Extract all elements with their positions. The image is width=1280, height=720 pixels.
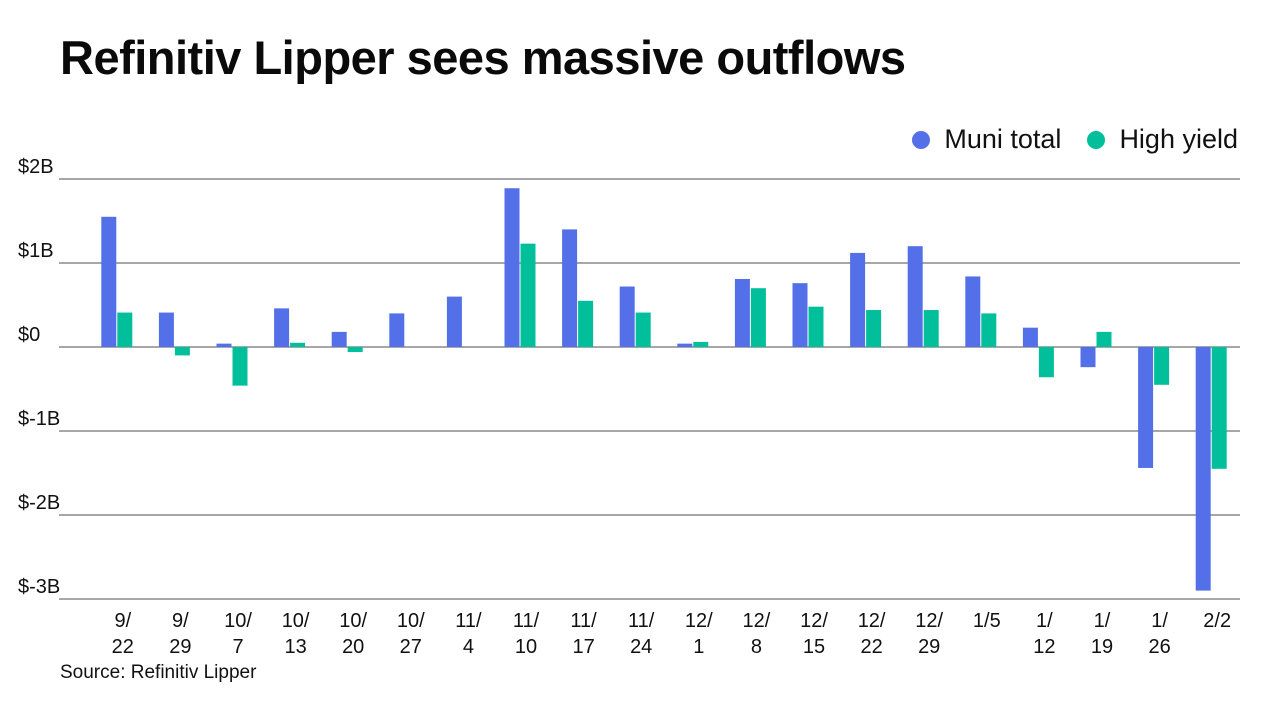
x-tick-label: 12/22 — [858, 610, 886, 658]
x-tick-label: 9/22 — [112, 610, 134, 658]
x-tick-label: 1/26 — [1148, 610, 1170, 658]
bar-high-yield — [117, 312, 133, 347]
x-tick-label: 11/17 — [570, 610, 597, 658]
x-tick-label: 12/8 — [742, 610, 770, 658]
bar-high-yield — [290, 342, 306, 347]
bar-high-yield — [520, 243, 536, 347]
x-tick-label: 2/2 — [1203, 610, 1231, 632]
legend-item-muni-total: Muni total — [912, 124, 1061, 155]
bar-muni-total — [331, 331, 347, 347]
bar-muni-total — [734, 278, 750, 347]
bar-high-yield — [750, 288, 766, 347]
y-tick-label: $-3B — [18, 576, 60, 598]
x-tick-label: 10/7 — [224, 610, 252, 658]
bar-high-yield — [1154, 347, 1170, 385]
bar-high-yield — [635, 312, 651, 347]
x-tick-label: 10/20 — [339, 610, 367, 658]
y-tick-label: $2B — [18, 156, 54, 178]
bar-muni-total — [389, 313, 405, 347]
bar-high-yield — [1211, 347, 1227, 469]
gridlines — [59, 178, 1240, 600]
x-tick-label: 1/19 — [1091, 610, 1113, 658]
bar-muni-total — [677, 343, 693, 347]
bar-high-yield — [693, 341, 709, 347]
y-axis: $2B $1B $0 $-1B $-2B $-3B — [18, 156, 60, 598]
bar-muni-total — [907, 246, 923, 347]
bar-high-yield — [578, 300, 594, 347]
bar-high-yield — [808, 306, 824, 347]
x-tick-label: 9/29 — [169, 610, 191, 658]
bar-muni-total — [504, 188, 520, 347]
bars — [101, 188, 1227, 591]
bar-muni-total — [965, 276, 981, 347]
x-tick-label: 10/13 — [282, 610, 310, 658]
bar-high-yield — [1038, 347, 1054, 378]
legend-swatch-high-yield — [1087, 130, 1106, 149]
bar-muni-total — [1138, 347, 1154, 468]
x-tick-label: 11/10 — [513, 610, 540, 658]
bar-high-yield — [923, 310, 939, 347]
y-tick-label: $-1B — [18, 408, 60, 430]
legend-label-muni-total: Muni total — [944, 124, 1062, 154]
x-tick-label: 11/24 — [628, 610, 655, 658]
x-tick-label: 12/29 — [915, 610, 943, 658]
bar-muni-total — [274, 308, 290, 347]
y-tick-label: $0 — [18, 324, 40, 346]
bar-high-yield — [232, 347, 248, 386]
bar-muni-total — [101, 216, 117, 347]
bar-muni-total — [1080, 347, 1096, 368]
bar-high-yield — [174, 347, 190, 356]
x-tick-label: 11/4 — [455, 610, 482, 658]
bar-muni-total — [850, 252, 866, 347]
x-tick-label: 10/27 — [397, 610, 425, 658]
bar-muni-total — [446, 296, 462, 347]
legend-item-high-yield: High yield — [1087, 124, 1238, 155]
bar-muni-total — [1022, 327, 1038, 347]
legend-label-high-yield: High yield — [1119, 124, 1238, 154]
bar-high-yield — [347, 347, 363, 353]
x-axis: 9/22 9/29 10/7 10/13 10/20 10/27 11/4 11/10 11/1… — [112, 610, 1231, 658]
y-tick-label: $-2B — [18, 492, 60, 514]
bar-muni-total — [216, 343, 232, 347]
bar-muni-total — [619, 286, 635, 347]
bar-muni-total — [792, 283, 808, 347]
bar-high-yield — [981, 313, 997, 347]
bar-muni-total — [1195, 347, 1211, 591]
x-tick-label: 1/12 — [1033, 610, 1055, 658]
x-tick-label: 1/5 — [973, 610, 1001, 632]
source-note: Source: Refinitiv Lipper — [60, 662, 257, 683]
chart-title: Refinitiv Lipper sees massive outflows — [60, 31, 906, 84]
bar-muni-total — [562, 229, 578, 347]
bar-high-yield — [1096, 331, 1112, 347]
x-tick-label: 12/1 — [685, 610, 713, 658]
bar-high-yield — [866, 310, 882, 347]
x-tick-label: 12/15 — [800, 610, 828, 658]
y-tick-label: $1B — [18, 240, 54, 262]
bar-muni-total — [158, 312, 174, 347]
legend-swatch-muni-total — [912, 130, 931, 149]
legend: Muni total High yield — [886, 124, 1238, 155]
